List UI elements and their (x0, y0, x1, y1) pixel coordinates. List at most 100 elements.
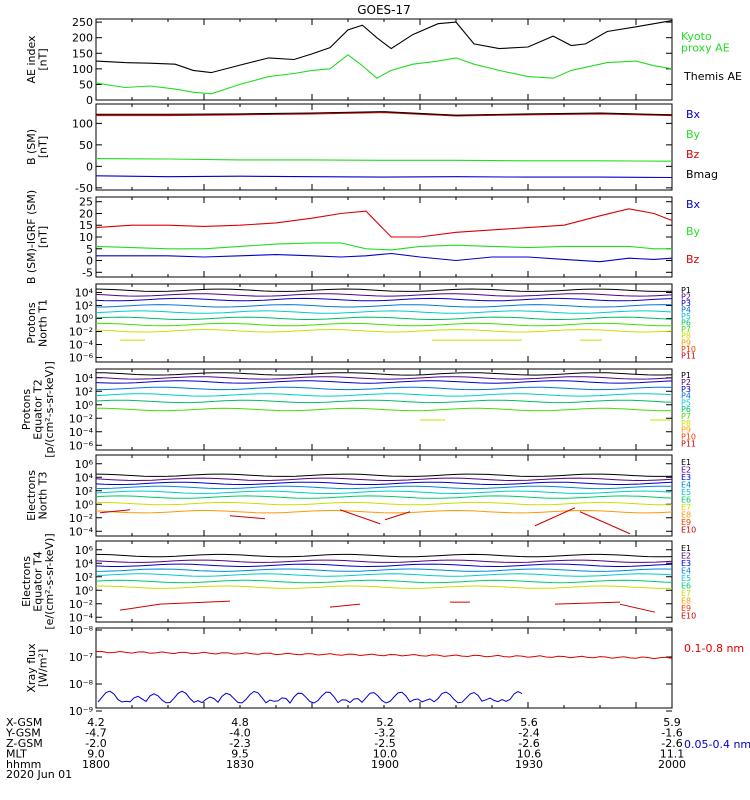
legend-entry: Bmag (686, 168, 718, 181)
y-axis-label-line: Electrons (20, 556, 33, 607)
y-tick-label: 10⁴ (75, 372, 94, 385)
legend-entry: E10 (681, 611, 696, 620)
footer-value: -1.6 (661, 727, 682, 740)
footer-value: 10.0 (373, 748, 398, 761)
legend-entry: E7 (681, 503, 691, 512)
y-tick-label: 100 (72, 117, 93, 130)
y-axis-label-line: [nT] (37, 226, 50, 248)
legend-panel-2: Bx By Bz Bmag (686, 108, 718, 181)
flux-line (95, 316, 673, 321)
legend-entry: E3 (681, 559, 691, 568)
y-axis-label-line: [p/(cm²-s-sr-keV)] (43, 361, 56, 458)
legend-entry: By (686, 128, 701, 141)
series-line (95, 208, 673, 238)
legend-entry: P5 (681, 312, 691, 321)
legend-panel-3: Bx By Bz (686, 198, 701, 266)
footer-row-label: X-GSM (6, 716, 42, 729)
y-tick-label: 10⁻⁷ (69, 651, 93, 664)
legend-entry: P11 (681, 439, 696, 448)
series-line (95, 20, 673, 74)
legend-entry: E8 (681, 596, 691, 605)
footer-value: 1800 (82, 758, 110, 771)
sparse-flux-segment (119, 603, 161, 611)
footer-value: -2.4 (518, 727, 539, 740)
y-tick-label: 10⁻⁶ (69, 352, 94, 365)
legend-entry-line: Bx (686, 198, 701, 211)
legend-entry: E6 (681, 581, 691, 590)
flux-line (96, 501, 673, 506)
legend-entry: E8 (681, 510, 691, 519)
legend-entry: By (686, 225, 701, 238)
y-axis-label: ElectronsNorth T3 (25, 470, 50, 521)
y-tick-label: 200 (72, 32, 93, 45)
y-tick-label: 10² (75, 485, 93, 498)
panel-frame (95, 454, 673, 537)
y-tick-label: 10⁰ (75, 498, 94, 511)
flux-line (96, 304, 673, 308)
legend-entry: E4 (681, 480, 691, 489)
flux-line (95, 473, 673, 477)
series-line (96, 111, 673, 116)
panel-1: AE index[nT] 0 50 100 150 200 250 (25, 16, 673, 107)
footer-date: 2020 Jun 01 (6, 768, 72, 781)
y-tick-label: -50 (75, 182, 93, 195)
y-axis-label: B (SM)[nT] (25, 129, 50, 165)
footer-value: 1930 (515, 758, 543, 771)
legend-panel-8: 0.1-0.8 nm 0.05-0.4 nm (684, 642, 750, 751)
flux-line (95, 563, 673, 568)
series-line (96, 112, 673, 117)
flux-line (95, 477, 673, 482)
y-tick-label: 10⁻² (69, 326, 93, 339)
legend-panel-1: Kyoto proxy AE Themis AE (681, 30, 742, 83)
sparse-flux-segment (384, 511, 411, 521)
series-line (95, 175, 673, 179)
panel-frame (95, 627, 673, 709)
legend-entry: P9 (681, 338, 691, 347)
xray-short-line (97, 690, 523, 704)
legend-entry: P10 (681, 433, 696, 442)
legend-entry: P5 (681, 398, 691, 407)
flux-line (95, 495, 673, 499)
y-tick-label: 10⁻⁴ (69, 426, 94, 439)
footer-row-label: MLT (6, 748, 27, 761)
x-axis-footer: X-GSM 4.2 4.8 5.2 5.6 5.9Y-GSM -4.7 -4.0 -3.2 -2.… (5, 716, 686, 781)
footer-value: 4.8 (231, 716, 249, 729)
flux-line (95, 310, 673, 314)
y-tick-label: 100 (72, 63, 93, 76)
legend-entry: E6 (681, 495, 691, 504)
y-tick-label: 5 (86, 243, 93, 256)
legend-entry: P11 (681, 351, 696, 360)
legend-entry-line: By (686, 225, 701, 238)
footer-value: -2.6 (518, 737, 539, 750)
footer-row-label: Y-GSM (5, 727, 41, 740)
flux-line (95, 399, 673, 404)
y-tick-label: 10⁴ (75, 557, 94, 570)
y-tick-label: 50 (79, 139, 93, 152)
footer-row-label: hhmm (6, 758, 41, 771)
footer-value: 5.6 (520, 716, 538, 729)
legend-entry: Bx (686, 108, 701, 121)
y-axis-label-line: Protons (25, 302, 38, 343)
footer-value: -4.0 (229, 727, 250, 740)
legend-entry-line: Bz (686, 253, 700, 266)
legend-themis: Themis AE (683, 70, 742, 83)
flux-line (95, 485, 673, 490)
sparse-flux-segment (579, 511, 631, 535)
flux-line (95, 573, 673, 577)
series-line (95, 158, 673, 162)
flux-line (95, 579, 673, 584)
footer-value: 4.2 (87, 716, 105, 729)
flux-line (95, 553, 673, 558)
y-tick-label: 10⁰ (75, 399, 94, 412)
legend-entry: P4 (681, 306, 691, 315)
y-axis-label: B (SM)-IGRF (SM)[nT] (25, 190, 50, 284)
flux-line (95, 481, 673, 485)
footer-value: -2.6 (661, 737, 682, 750)
panel-8: Xray flux[W/m²] 10⁻⁸ 10⁻⁷ 10⁻⁸ 10⁻⁹ (25, 624, 673, 718)
y-tick-label: 0 (86, 160, 93, 173)
